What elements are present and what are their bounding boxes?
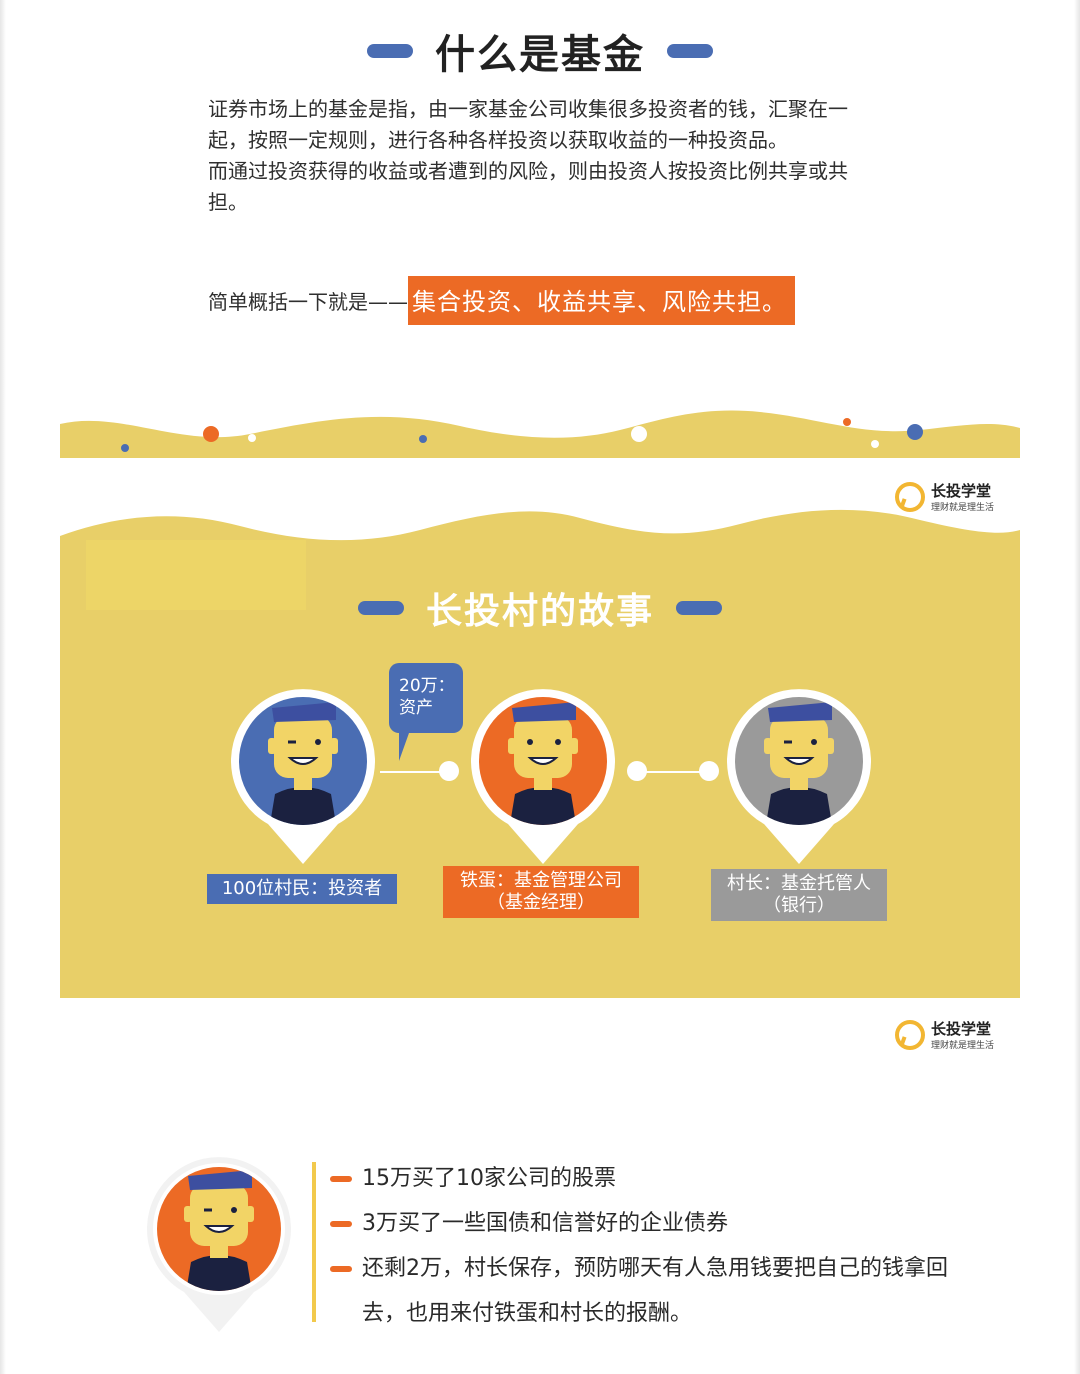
dash-bullet-icon bbox=[330, 1176, 352, 1182]
brand-logo: 长投学堂 理财就是理生活 bbox=[893, 1016, 1013, 1052]
logo-icon bbox=[895, 1020, 925, 1050]
intro-paragraph-1: 证券市场上的基金是指，由一家基金公司收集很多投资者的钱，汇聚在一起，按照一定规则… bbox=[208, 97, 848, 152]
section-title-text: 长投村的故事 bbox=[425, 591, 654, 632]
decorative-wave-strip bbox=[60, 410, 1020, 458]
role-tag-tiedan-line-2: （基金经理） bbox=[487, 892, 595, 913]
list-item: 15万买了10家公司的股票 bbox=[330, 1156, 970, 1201]
role-tag-villagers: 100位村民：投资者 bbox=[207, 874, 397, 904]
role-tag-tiedan: 铁蛋：基金管理公司 （基金经理） bbox=[443, 866, 639, 918]
page-edge-left bbox=[0, 0, 6, 1374]
bubble-line-2: 资产 bbox=[399, 698, 433, 718]
summary-highlight: 集合投资、收益共享、风险共担。 bbox=[408, 276, 795, 325]
summary-line: 简单概括一下就是—— 集合投资、收益共享、风险共担。 bbox=[208, 276, 795, 325]
speech-bubble-assets: 20万： 资产 bbox=[389, 663, 463, 761]
logo-icon bbox=[895, 482, 925, 512]
title-pill-right bbox=[676, 601, 722, 615]
role-tag-tiedan-line-1: 铁蛋：基金管理公司 bbox=[460, 870, 622, 891]
role-tag-chief-line-2: （银行） bbox=[763, 895, 835, 916]
logo-name: 长投学堂 bbox=[931, 1020, 992, 1038]
section-title-story: 长投村的故事 bbox=[0, 582, 1080, 634]
avatar-villagers bbox=[231, 689, 375, 864]
role-tag-chief: 村长：基金托管人 （银行） bbox=[711, 869, 887, 921]
list-item: 还剩2万，村长保存，预防哪天有人急用钱要把自己的钱拿回去，也用来付铁蛋和村长的报… bbox=[330, 1246, 970, 1336]
title-pill-right bbox=[667, 44, 713, 58]
section-title-text: 什么是基金 bbox=[435, 32, 645, 78]
summary-lead: 简单概括一下就是—— bbox=[208, 290, 408, 314]
logo-name: 长投学堂 bbox=[931, 482, 992, 500]
list-item-text: 3万买了一些国债和信誉好的企业债券 bbox=[362, 1211, 728, 1236]
page-edge-right bbox=[1074, 0, 1080, 1374]
list-item-text: 15万买了10家公司的股票 bbox=[362, 1166, 616, 1191]
avatar-chief bbox=[727, 689, 871, 864]
dash-bullet-icon bbox=[330, 1266, 352, 1272]
title-pill-left bbox=[367, 44, 413, 58]
allocation-list: 15万买了10家公司的股票 3万买了一些国债和信誉好的企业债券 还剩2万，村长保… bbox=[330, 1156, 970, 1336]
avatar-tiedan bbox=[471, 689, 615, 864]
title-pill-left bbox=[357, 601, 404, 615]
section-title-what-is-fund: 什么是基金 bbox=[0, 22, 1080, 80]
role-tag-chief-line-1: 村长：基金托管人 bbox=[727, 873, 871, 894]
brand-logo: 长投学堂 理财就是理生活 bbox=[893, 478, 1013, 514]
intro-paragraph-2: 而通过投资获得的收益或者遭到的风险，则由投资人按投资比例共享或共担。 bbox=[208, 159, 848, 214]
logo-slogan: 理财就是理生活 bbox=[931, 503, 995, 513]
bubble-line-1: 20万： bbox=[399, 676, 455, 696]
logo-slogan: 理财就是理生活 bbox=[931, 1041, 995, 1051]
avatar-tiedan-allocation bbox=[147, 1157, 291, 1332]
intro-text: 证券市场上的基金是指，由一家基金公司收集很多投资者的钱，汇聚在一起，按照一定规则… bbox=[208, 94, 868, 218]
dash-bullet-icon bbox=[330, 1221, 352, 1227]
list-item: 3万买了一些国债和信誉好的企业债券 bbox=[330, 1201, 970, 1246]
list-divider bbox=[312, 1162, 316, 1322]
list-item-text: 还剩2万，村长保存，预防哪天有人急用钱要把自己的钱拿回去，也用来付铁蛋和村长的报… bbox=[362, 1256, 948, 1326]
